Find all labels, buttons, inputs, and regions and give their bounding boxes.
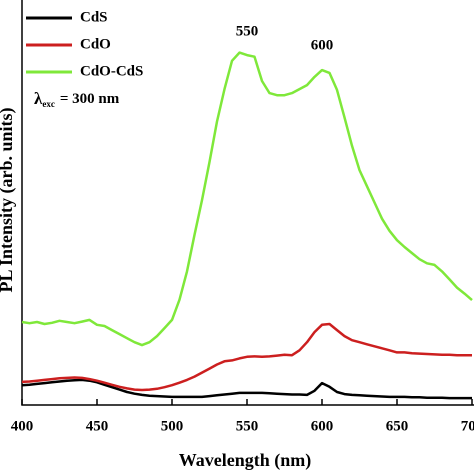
lambda: λ <box>34 89 43 108</box>
x-axis-label: Wavelength (nm) <box>179 450 312 471</box>
peak-label: 550 <box>236 23 259 39</box>
x-tick-label: 400 <box>11 418 34 434</box>
subscript: exc <box>42 99 55 109</box>
x-tick-label: 550 <box>236 418 259 434</box>
x-tick-label: 600 <box>311 418 334 434</box>
legend-label: CdO-CdS <box>80 63 143 79</box>
line-series <box>21 322 472 392</box>
legend-label: CdO <box>80 36 111 52</box>
y-axis-label: PL Intensity (arb. units) <box>0 107 17 292</box>
x-tick-label: 450 <box>86 418 109 434</box>
plot-frame <box>21 0 474 406</box>
x-tick-label: 500 <box>161 418 184 434</box>
excitation-note: λexc = 300 nm <box>34 89 120 109</box>
legend-label: CdS <box>80 9 108 25</box>
line-series <box>21 378 472 400</box>
line-series <box>21 51 473 347</box>
note-rest: = 300 nm <box>60 91 120 107</box>
x-tick-label: 700 <box>461 418 474 434</box>
x-tick-label: 650 <box>386 418 409 434</box>
peak-label: 600 <box>311 37 334 53</box>
